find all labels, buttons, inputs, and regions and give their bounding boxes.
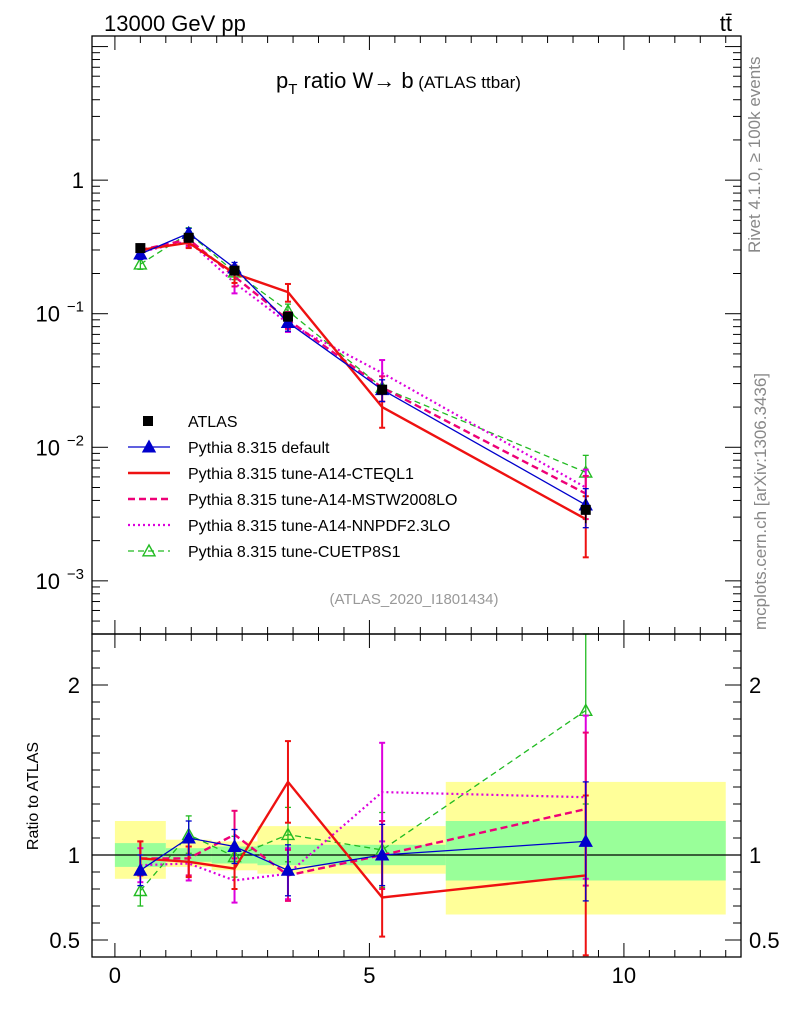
atlas-data-layer [135,232,591,524]
plot-title: pT ratio W→ b (ATLAS ttbar) [276,68,521,98]
atlas-point-5 [580,504,591,515]
ratio-line [139,837,586,871]
legend-label-0: Pythia 8.315 default [188,440,330,457]
title-arrow: → [373,68,395,93]
ratio-marker-3 [280,862,296,876]
legend-label-3: Pythia 8.315 tune-A14-NNPDF2.3LO [188,518,450,535]
energy-label: 13000 GeV pp [104,11,246,36]
process-label: tt̄ [720,11,732,36]
main-line [140,232,586,473]
ratio-marker-4 [374,847,390,861]
legend-marker-0 [141,439,157,453]
axes-frames: 0 5 10 1 10 −1 10 −2 10 −3 2 2 1 1 0.5 0.5 [36,35,780,988]
x-tick-label-2: 10 [612,963,636,988]
title-b: b [395,68,413,93]
atlas-point-2 [229,265,240,276]
atlas-point-3 [282,311,293,322]
ratio-marker-0 [133,883,148,897]
mcplots-label: mcplots.cern.ch [arXiv:1306.3436] [751,373,770,630]
legend-marker-4 [141,543,157,557]
ratio-marker-2 [227,839,242,852]
main-marker-3 [280,315,296,328]
ratio-marker-0 [133,862,148,876]
x-tick-label-1: 5 [363,963,375,988]
legend-label-2: Pythia 8.315 tune-A14-MSTW2008LO [188,492,457,509]
atlas-point-1 [183,232,194,243]
analysis-id: (ATLAS_2020_I1801434) [329,591,498,608]
main-marker-0 [133,246,148,260]
legend-label-atlas: ATLAS [188,414,238,431]
y-tick-exp-3: −3 [67,566,84,583]
ratio-marker-1 [181,830,196,844]
y-tick-label-main-1: 10 [36,302,60,327]
title-rest: ratio W [297,68,373,93]
legend-marker-atlas [143,416,153,426]
y-tick-label-main-0: 1 [72,168,84,193]
main-line [140,238,587,495]
y-tick-label-ratio-right-2: 0.5 [749,928,780,953]
x-tick-label-0: 0 [109,963,121,988]
y-tick-label-main-2: 10 [36,435,60,460]
main-line [140,241,587,521]
ratio-marker-5 [578,833,593,847]
ratio-line [140,779,586,899]
y-tick-exp-2: −2 [67,432,84,449]
atlas-point-0 [135,243,146,254]
title-p: p [276,68,288,93]
legend-label-1: Pythia 8.315 tune-A14-CTEQL1 [188,466,414,483]
ratio-line [140,790,586,882]
main-line [140,232,587,506]
ratio-marker-3 [280,827,296,841]
main-marker-0 [133,256,148,270]
ratio-line [140,807,587,877]
ratio-ylabel: Ratio to ATLAS [25,742,42,850]
title-small: (ATLAS ttbar) [414,73,521,92]
atlas-point-4 [377,384,388,395]
legend: ATLAS Pythia 8.315 default Pythia 8.315 tu… [128,414,457,561]
title-sub: T [288,81,297,98]
y-tick-exp-1: −1 [67,299,84,316]
ratio-frame [91,633,742,958]
y-tick-label-ratio-left-0: 2 [68,673,80,698]
y-tick-label-ratio-right-1: 1 [749,843,761,868]
legend-label-4: Pythia 8.315 tune-CUETP8S1 [188,544,401,561]
y-tick-label-ratio-right-0: 2 [749,673,761,698]
y-tick-label-main-3: 10 [36,569,60,594]
y-tick-label-ratio-left-1: 1 [68,843,80,868]
y-tick-label-ratio-left-2: 0.5 [49,928,80,953]
rivet-label: Rivet 4.1.0, ≥ 100k events [745,57,764,253]
